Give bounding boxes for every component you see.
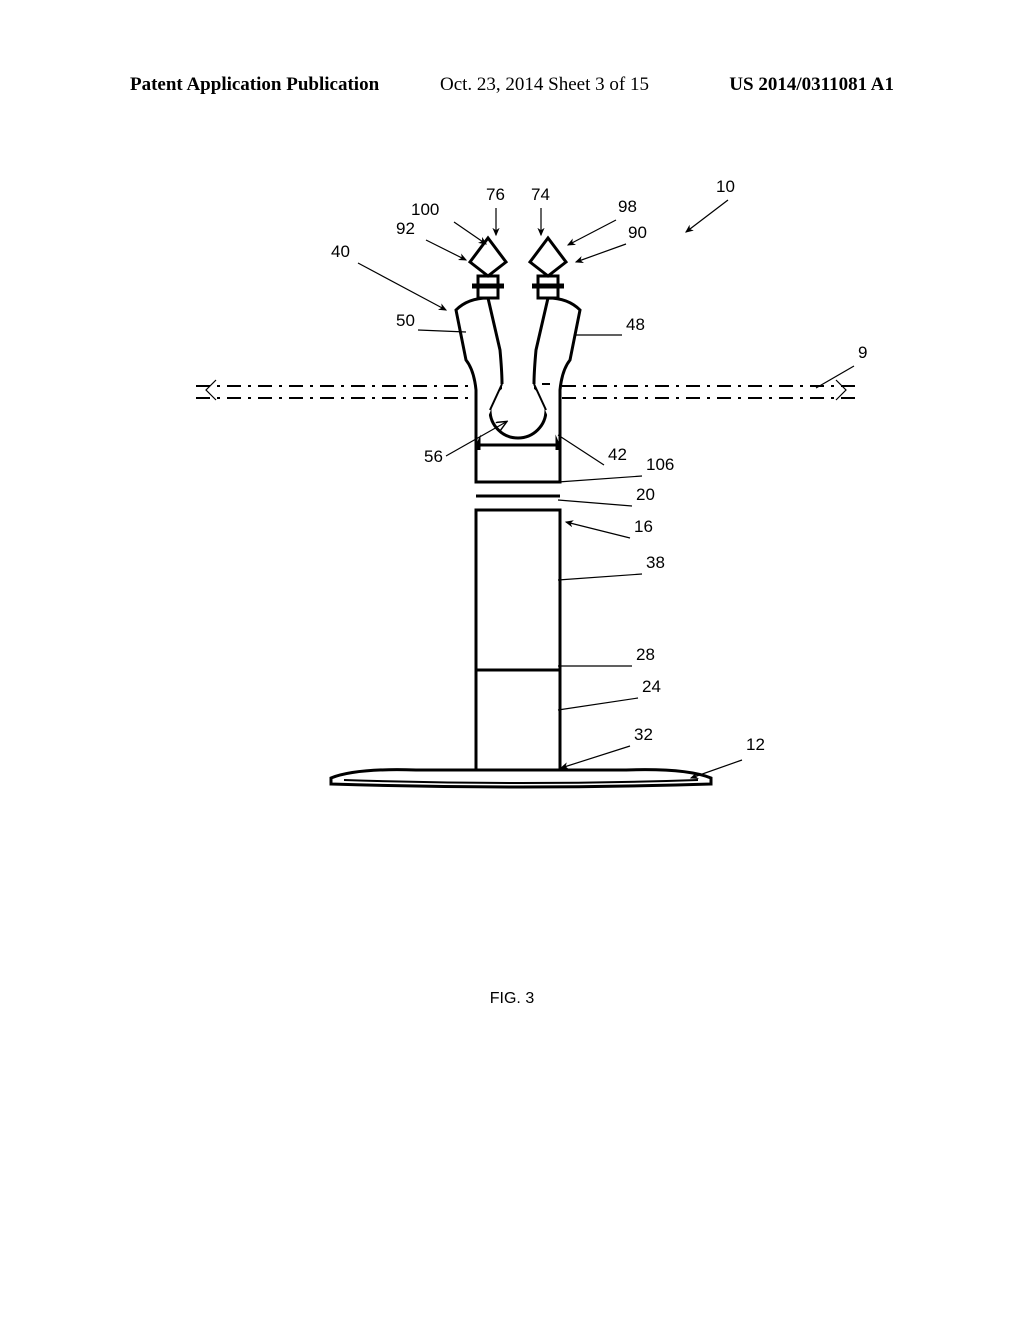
figure-drawing: 10 76 74 100 98 92 90 40 50 48 9 56 42 106 20 16 38 28 24 3… (156, 170, 868, 870)
header-center: Oct. 23, 2014 Sheet 3 of 15 (440, 74, 649, 96)
ref-number: 20 (636, 485, 655, 504)
ref-number: 98 (618, 197, 637, 216)
ref-number: 32 (634, 725, 653, 744)
ref-number: 42 (608, 445, 627, 464)
ref-number: 50 (396, 311, 415, 330)
ref-number: 92 (396, 219, 415, 238)
header-right: US 2014/0311081 A1 (729, 74, 894, 96)
ref-number: 106 (646, 455, 674, 474)
header-left: Patent Application Publication (130, 74, 379, 96)
ref-number: 38 (646, 553, 665, 572)
ref-number: 100 (411, 200, 439, 219)
ref-number: 16 (634, 517, 653, 536)
ref-number: 10 (716, 177, 735, 196)
ref-number: 24 (642, 677, 661, 696)
ref-number: 40 (331, 242, 350, 261)
ref-number: 28 (636, 645, 655, 664)
ref-number: 74 (531, 185, 550, 204)
ref-number: 90 (628, 223, 647, 242)
ref-number: 76 (486, 185, 505, 204)
ref-number: 56 (424, 447, 443, 466)
figure-caption: FIG. 3 (0, 990, 1024, 1008)
ref-number: 9 (858, 343, 867, 362)
ref-number: 48 (626, 315, 645, 334)
ref-number: 12 (746, 735, 765, 754)
